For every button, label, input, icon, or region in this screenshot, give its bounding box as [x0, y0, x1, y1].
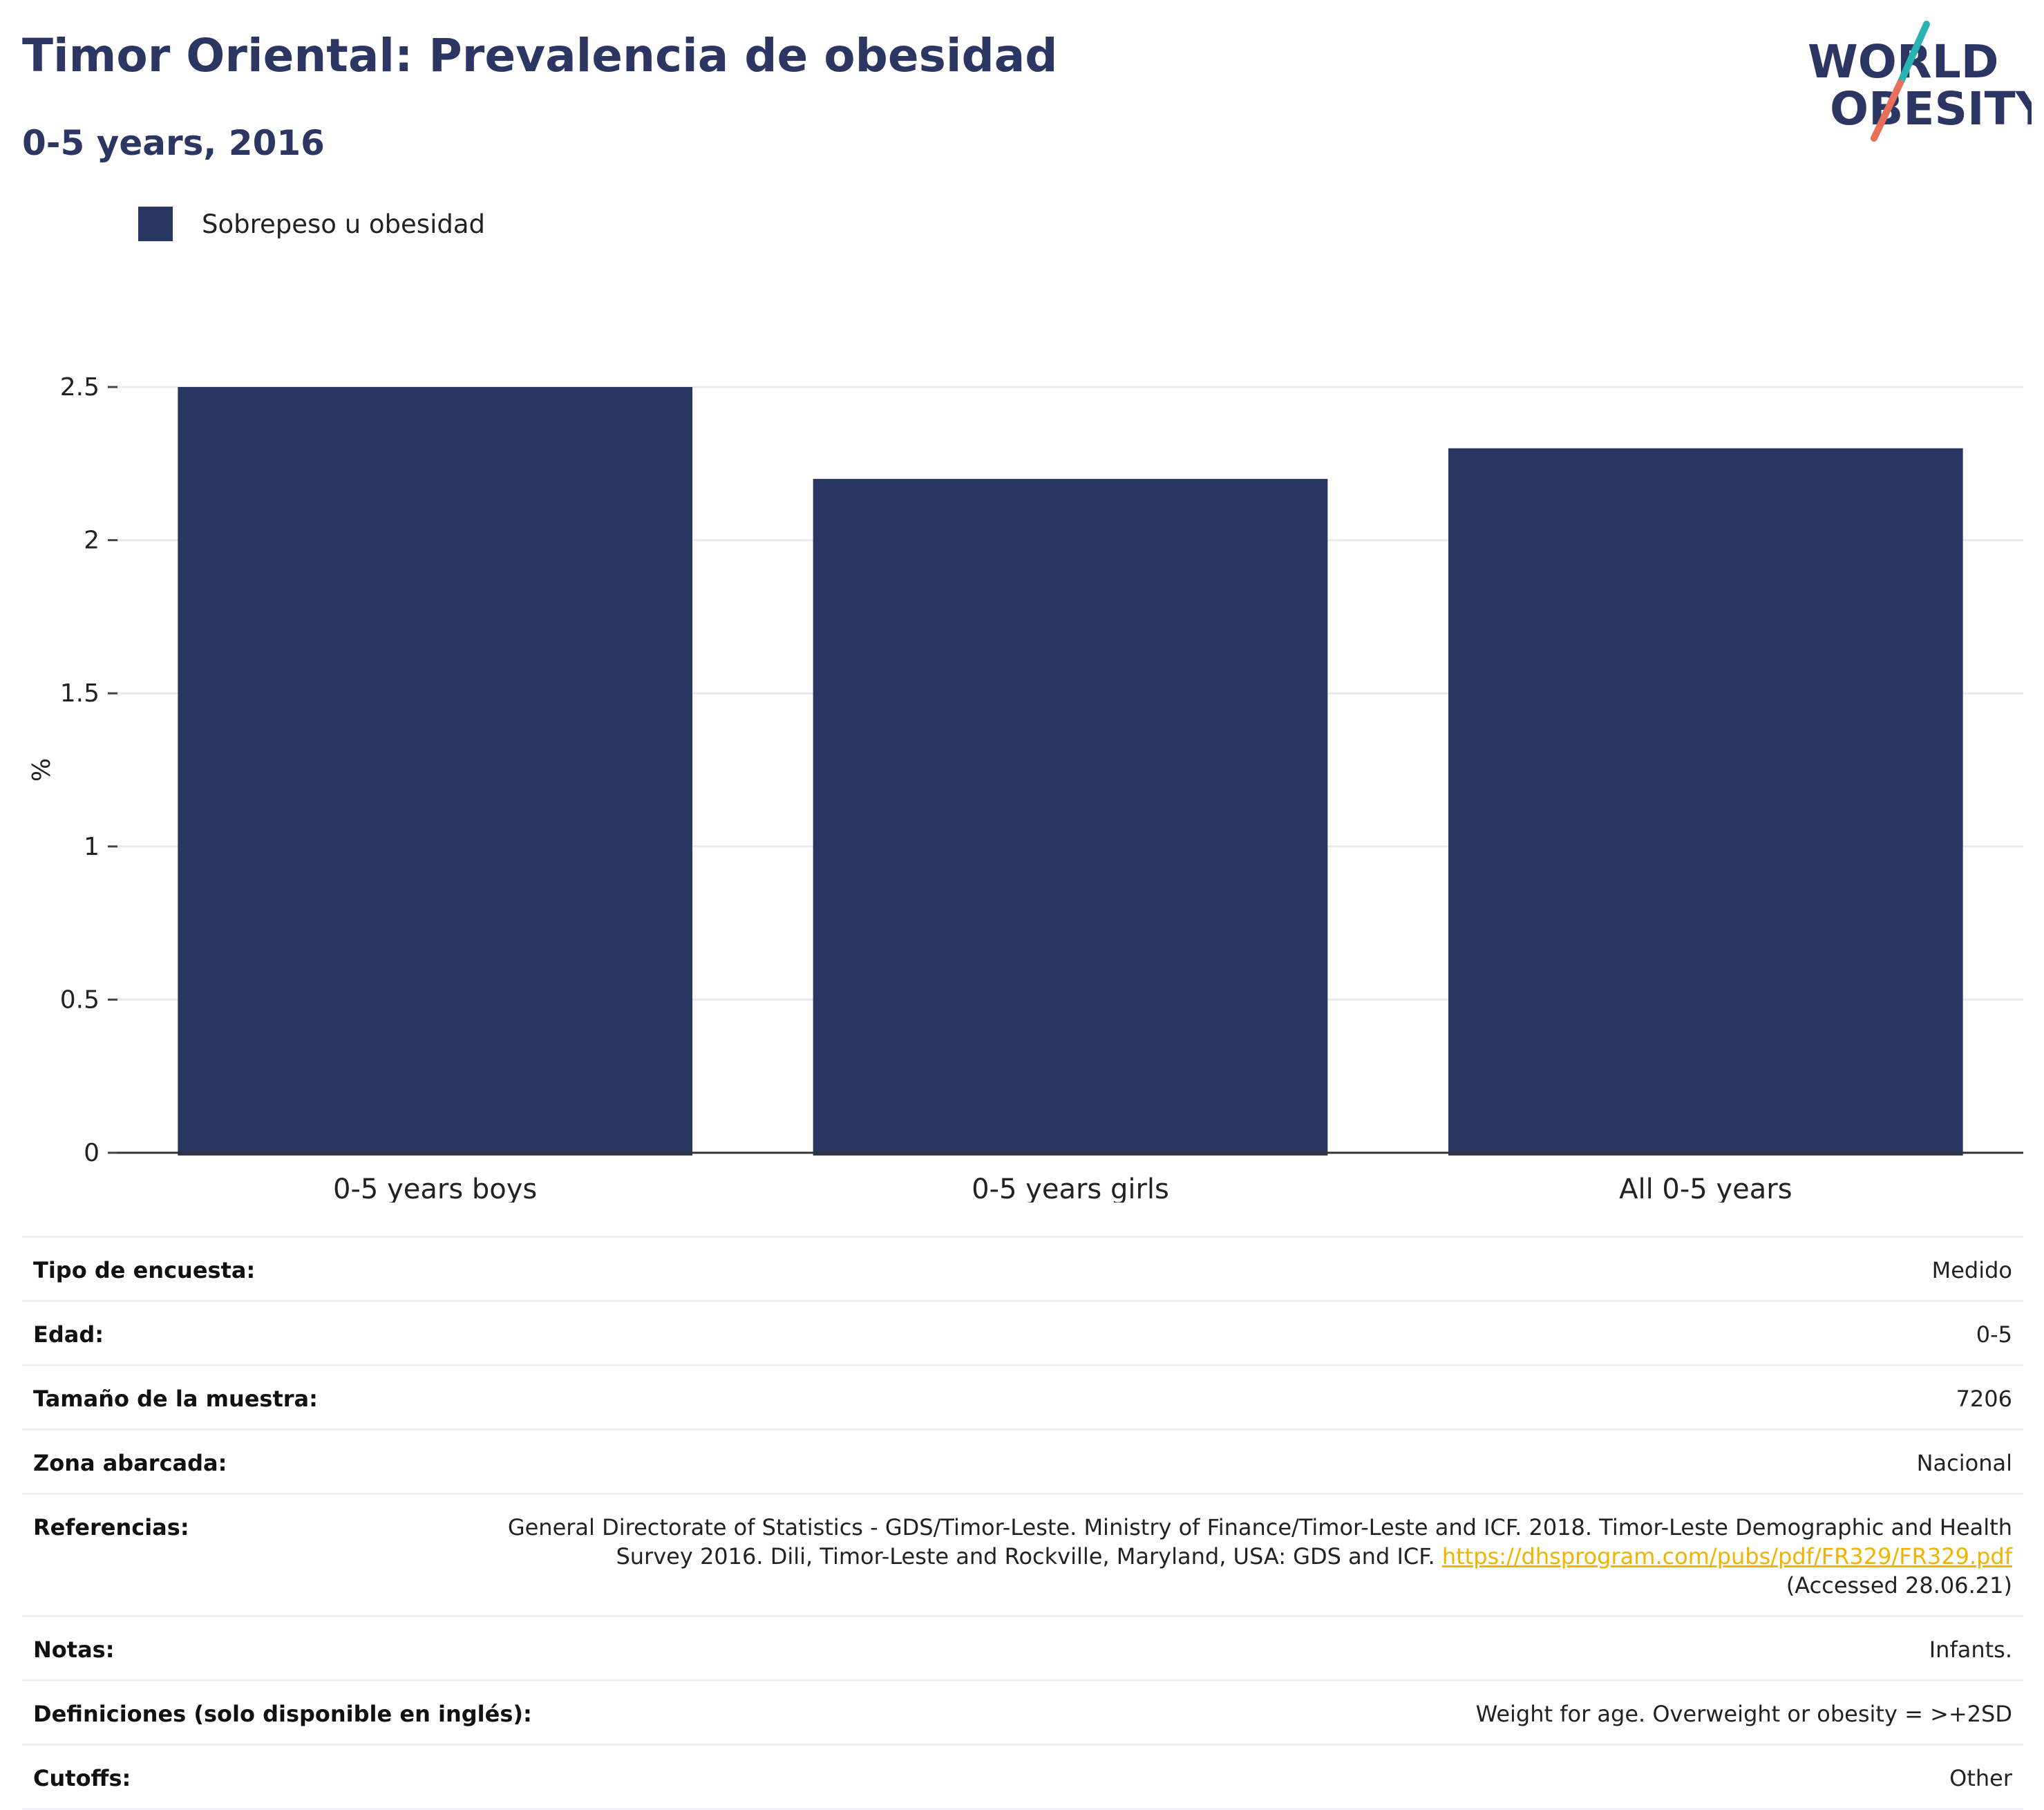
- legend-swatch: [138, 207, 173, 241]
- metadata-row: Cutoffs: Other: [22, 1746, 2023, 1810]
- metadata-value: 0-5: [1976, 1320, 2012, 1349]
- metadata-value-text: Medido: [1931, 1257, 2012, 1283]
- metadata-value: Other: [1949, 1764, 2012, 1793]
- metadata-key: Referencias:: [33, 1514, 189, 1540]
- bar: [1448, 448, 1963, 1156]
- bar: [813, 478, 1328, 1156]
- y-tick-label: 1: [84, 833, 100, 861]
- chart-subtitle: 0-5 years, 2016: [22, 123, 325, 163]
- metadata-value: Infants.: [1929, 1635, 2012, 1664]
- chart-title: Timor Oriental: Prevalencia de obesidad: [22, 29, 1058, 82]
- metadata-key: Cutoffs:: [33, 1765, 131, 1791]
- bar-chart: 0 0.5 1 1.5 2 2.5% 0-5 years boys 0-5 years gir…: [28, 373, 2023, 1203]
- metadata-value-text: 0-5: [1976, 1321, 2012, 1348]
- y-tick-label: 0.5: [60, 986, 100, 1014]
- metadata-value: 7206: [1956, 1384, 2012, 1413]
- metadata-value-text: General Directorate of Statistics - GDS/…: [507, 1514, 2012, 1569]
- x-tick-label: 0-5 years girls: [972, 1173, 1169, 1203]
- y-tick-label: 2: [84, 527, 100, 555]
- metadata-row: Tamaño de la muestra: 7206: [22, 1366, 2023, 1431]
- metadata-key: Notas:: [33, 1637, 115, 1663]
- accessed-date: (Accessed 28.06.21): [1786, 1572, 2012, 1599]
- y-axis-label: %: [28, 758, 56, 782]
- metadata-row: Tipo de encuesta: Medido: [22, 1238, 2023, 1302]
- metadata-value-text: Infants.: [1929, 1637, 2012, 1663]
- chart-legend: Sobrepeso u obesidad: [138, 206, 485, 242]
- metadata-row: Notas: Infants.: [22, 1617, 2023, 1681]
- metadata-value-text: Weight for age. Overweight or obesity = …: [1475, 1701, 2012, 1727]
- metadata-value: Weight for age. Overweight or obesity = …: [1476, 1699, 2012, 1728]
- metadata-key: Definiciones (solo disponible en inglés)…: [33, 1701, 532, 1727]
- metadata-value-text: Other: [1949, 1765, 2012, 1791]
- bar: [178, 387, 692, 1156]
- x-tick-label: All 0-5 years: [1619, 1173, 1792, 1203]
- reference-link[interactable]: https://dhsprogram.com/pubs/pdf/FR329/FR…: [1441, 1543, 2012, 1569]
- metadata-row: Referencias: General Directorate of Stati…: [22, 1495, 2023, 1617]
- logo-text-obesity: OBESITY: [1830, 82, 2032, 135]
- metadata-row: Zona abarcada: Nacional: [22, 1431, 2023, 1495]
- y-tick-label: 0: [84, 1139, 100, 1167]
- metadata-row: Definiciones (solo disponible en inglés)…: [22, 1681, 2023, 1746]
- x-tick-label: 0-5 years boys: [333, 1173, 537, 1203]
- world-obesity-logo: WORLD OBESITY: [1808, 21, 2032, 142]
- logo-slash-teal: [1897, 21, 1930, 86]
- metadata-value: Nacional: [1917, 1449, 2012, 1478]
- metadata-table: Tipo de encuesta: Medido Edad: 0-5 Tamaño de…: [22, 1236, 2023, 1810]
- metadata-value-text: 7206: [1956, 1386, 2012, 1412]
- metadata-value-text: Nacional: [1916, 1450, 2012, 1476]
- metadata-key: Tipo de encuesta:: [33, 1257, 256, 1283]
- metadata-key: Zona abarcada:: [33, 1450, 227, 1476]
- logo-slash-coral: [1871, 79, 1904, 142]
- metadata-value: General Directorate of Statistics - GDS/…: [492, 1513, 2012, 1600]
- metadata-row: Edad: 0-5: [22, 1302, 2023, 1366]
- y-tick-label: 2.5: [60, 373, 100, 402]
- y-tick-label: 1.5: [60, 679, 100, 708]
- legend-label: Sobrepeso u obesidad: [202, 209, 485, 239]
- metadata-value: Medido: [1932, 1256, 2012, 1285]
- metadata-key: Edad:: [33, 1321, 104, 1348]
- metadata-key: Tamaño de la muestra:: [33, 1386, 318, 1412]
